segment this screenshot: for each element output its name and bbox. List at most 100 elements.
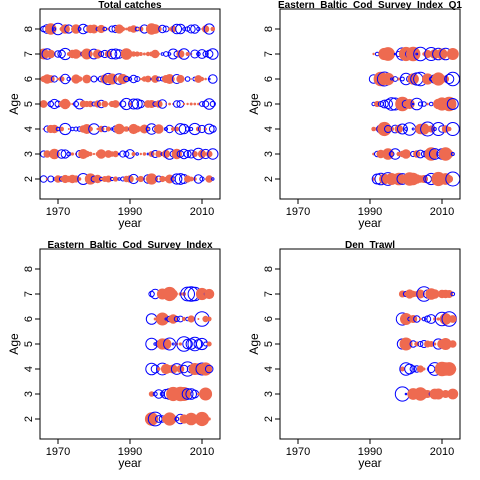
bubble (160, 338, 172, 350)
bubble (428, 101, 434, 107)
bubble (383, 99, 393, 109)
bubble (117, 73, 128, 85)
bubble (171, 126, 176, 132)
bubble (187, 315, 195, 323)
bubble (104, 175, 112, 183)
bubble (110, 48, 122, 60)
bubble (186, 102, 189, 106)
bubble (144, 412, 159, 426)
bubble (90, 75, 98, 83)
y-tick-label: 7 (263, 291, 275, 297)
bubble (117, 177, 121, 181)
bubble (417, 341, 424, 347)
bubble (194, 411, 210, 427)
bubble (193, 102, 197, 106)
bubble (130, 51, 137, 57)
bubble (139, 152, 142, 156)
bubble (54, 50, 62, 58)
y-tick-label: 6 (263, 316, 275, 322)
y-tick-label: 7 (23, 291, 35, 297)
bubble (432, 127, 437, 131)
bubble (83, 150, 91, 158)
x-tick-label: 1990 (358, 206, 382, 218)
y-tick-label: 6 (23, 76, 35, 82)
bubble (428, 341, 435, 347)
bubble (371, 126, 376, 132)
panel-4: Den_Trawl 1970 1990 2010 2 3 4 5 6 7 8 year Age (247, 240, 461, 470)
x-tick-label: 2010 (190, 446, 214, 458)
bubble (411, 102, 415, 106)
bubble (155, 312, 169, 326)
bubble (196, 51, 201, 57)
bubble (154, 389, 164, 399)
bubble (424, 147, 439, 161)
bubble (73, 101, 79, 107)
panel-2: Eastern_Baltic_Cod_Survey_Index_Q1 1970 19… (247, 0, 462, 230)
bubble (427, 125, 435, 133)
bubble (197, 392, 200, 396)
bubble (174, 416, 180, 422)
bubble (147, 100, 156, 108)
bubble (404, 392, 408, 396)
panel-3: Eastern_Baltic_Cod_Survey_Index 1970 1990 2… (7, 240, 221, 470)
bubble (182, 102, 186, 106)
bubble (189, 127, 194, 131)
bubble (161, 127, 164, 131)
panel-title: Eastern_Baltic_Cod_Survey_Index_Q1 (278, 0, 462, 11)
bubble (445, 149, 454, 159)
bubble (178, 148, 190, 160)
bubble (135, 152, 139, 156)
bubble (60, 149, 70, 159)
bubble (392, 172, 406, 186)
bubble (148, 391, 155, 397)
y-tick-label: 8 (23, 266, 35, 272)
bubble (185, 52, 190, 56)
x-tick-label: 2010 (430, 446, 454, 458)
bubble (88, 151, 93, 157)
bubble (205, 175, 213, 183)
bubble (210, 26, 216, 32)
bubble (59, 98, 71, 110)
bubble (157, 52, 160, 56)
bubble (171, 23, 183, 35)
bubble (168, 102, 172, 106)
bubble (45, 23, 57, 35)
x-tick-label: 1970 (286, 446, 310, 458)
x-tick-label: 1990 (118, 206, 142, 218)
bubble (176, 336, 192, 352)
bubble (193, 174, 204, 184)
y-tick-label: 4 (23, 126, 35, 132)
bubble (404, 363, 416, 375)
bubble (399, 366, 405, 372)
bubble (148, 290, 155, 298)
bubble (66, 151, 72, 157)
bubbles (144, 286, 215, 427)
bubble (155, 100, 163, 108)
bubble (66, 102, 71, 106)
bubble (202, 50, 209, 58)
bubble (97, 24, 106, 34)
bubble (128, 102, 132, 106)
bubble (206, 341, 212, 347)
bubble (409, 365, 417, 373)
x-axis-label: year (358, 216, 381, 230)
y-tick-label: 4 (263, 366, 275, 372)
bubble (77, 177, 82, 181)
x-axis-label: year (358, 456, 381, 470)
bubble (89, 24, 99, 34)
bubble (185, 388, 197, 400)
bubble (71, 24, 81, 34)
bubble (106, 48, 118, 60)
bubble (436, 317, 440, 321)
bubble (184, 175, 192, 183)
bubble (49, 148, 60, 160)
y-tick-label: 5 (263, 341, 275, 347)
bubble (422, 367, 426, 371)
bubble (182, 338, 193, 350)
bubble (184, 76, 191, 82)
bubble (401, 149, 411, 159)
bubble (450, 291, 456, 297)
bubble (131, 151, 136, 157)
x-tick-label: 2010 (190, 206, 214, 218)
bubble (206, 316, 212, 322)
